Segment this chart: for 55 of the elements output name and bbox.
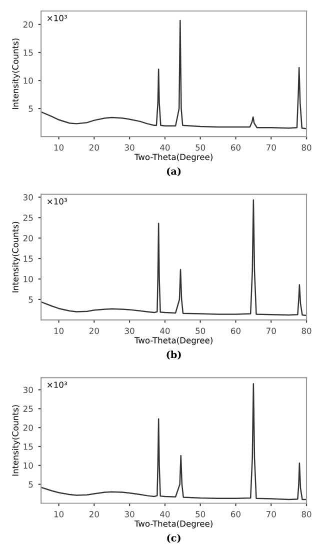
text: (a) <box>166 167 181 176</box>
x-tick-label: 70 <box>266 511 276 518</box>
y-tick-label: 10 <box>24 78 33 84</box>
x-tick-label: 10 <box>54 511 64 518</box>
y-tick-label: 5 <box>28 481 33 488</box>
y-tick-label: 30 <box>23 194 33 200</box>
x-tick-label: 80 <box>302 511 312 518</box>
x-tick-label: 10 <box>54 328 64 334</box>
y-tick-label: 25 <box>23 406 33 412</box>
x-tick-label: 10 <box>54 144 64 151</box>
y-tick-label: 10 <box>24 462 33 469</box>
x-tick-label: 40 <box>160 328 170 334</box>
x-tick-label: 60 <box>231 511 240 518</box>
y-axis-title: Intensity(Counts) <box>12 38 20 109</box>
x-tick-label: 20 <box>89 328 99 334</box>
x-tick-label: 70 <box>266 144 276 151</box>
x-axis-title: Two-Theta(Degree) <box>134 337 212 346</box>
y-tick-label: 20 <box>23 21 33 28</box>
y-tick-label: 15 <box>24 444 33 450</box>
y-axis-title: Intensity(Counts) <box>12 222 20 292</box>
x-tick-label: 40 <box>160 144 170 151</box>
x-tick-label: 30 <box>124 328 134 334</box>
x-tick-label: 50 <box>196 144 206 151</box>
y-tick-label: 15 <box>24 50 33 56</box>
x-axis-title: Two-Theta(Degree) <box>134 520 212 528</box>
x-tick-label: 50 <box>196 511 206 518</box>
y-axis-title: Intensity(Counts) <box>12 405 20 476</box>
x-tick-label: 20 <box>89 144 99 151</box>
y-tick-label: 25 <box>23 214 33 221</box>
text: (c) <box>167 534 180 543</box>
y-tick-label: 5 <box>28 106 33 112</box>
x-tick-label: 50 <box>196 328 206 334</box>
x-tick-label: 30 <box>124 511 134 518</box>
y-tick-label: 20 <box>23 424 33 431</box>
line-series <box>41 199 307 316</box>
annotation: ×10³ <box>48 382 67 388</box>
line-series <box>41 383 307 500</box>
y-tick-label: 20 <box>23 235 33 242</box>
y-tick-label: 30 <box>23 386 33 394</box>
annotation: ×10³ <box>48 198 67 205</box>
x-tick-label: 80 <box>302 144 312 151</box>
x-axis-title: Two-Theta(Degree) <box>134 154 212 162</box>
annotation: ×10³ <box>48 14 67 22</box>
x-tick-label: 20 <box>89 511 99 518</box>
x-tick-label: 60 <box>231 328 240 334</box>
x-tick-label: 80 <box>302 328 312 334</box>
x-tick-label: 70 <box>266 328 276 334</box>
text: (b) <box>166 350 181 360</box>
y-tick-label: 5 <box>28 296 33 303</box>
y-tick-label: 10 <box>24 276 33 282</box>
x-tick-label: 60 <box>231 144 240 151</box>
x-tick-label: 30 <box>124 144 134 151</box>
y-tick-label: 15 <box>24 256 33 262</box>
x-tick-label: 40 <box>160 511 170 518</box>
line-series <box>41 20 307 130</box>
